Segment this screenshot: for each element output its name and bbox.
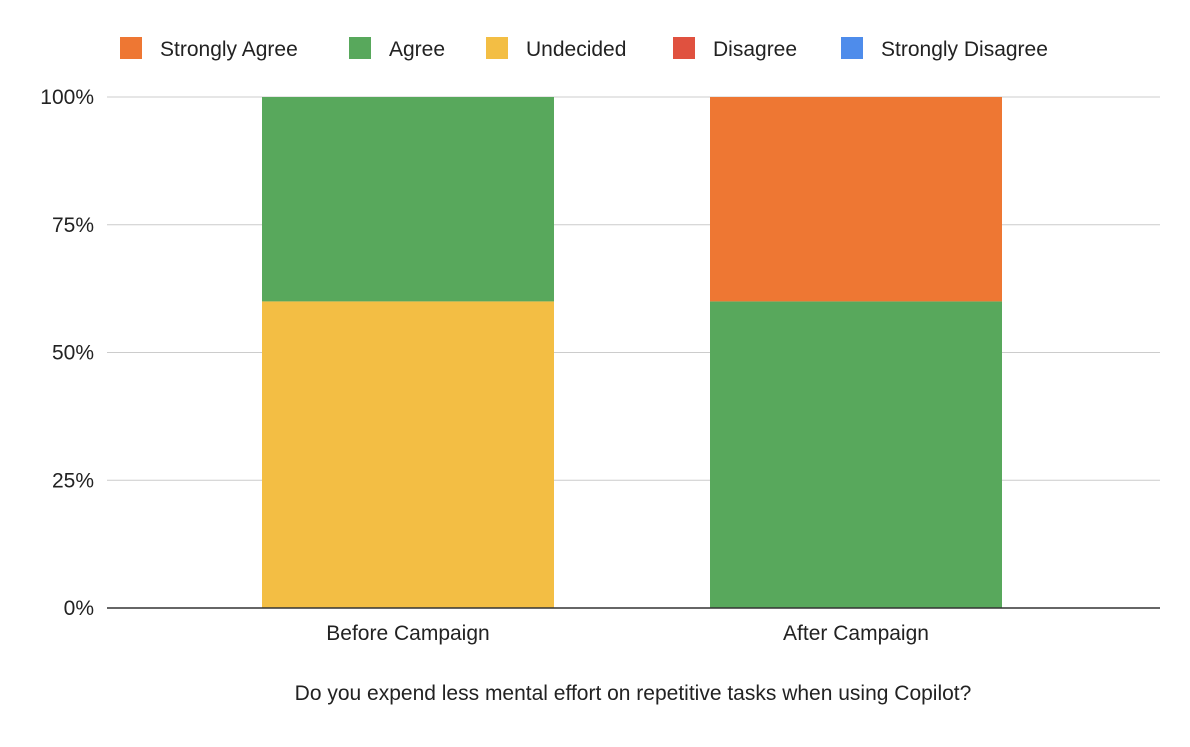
bar-segment-after-campaign-strongly-agree[interactable] bbox=[710, 97, 1002, 302]
legend-item-strongly-disagree[interactable]: Strongly Disagree bbox=[841, 37, 1048, 61]
y-tick-label: 0% bbox=[64, 597, 94, 620]
bars bbox=[262, 97, 1002, 608]
legend-item-disagree[interactable]: Disagree bbox=[673, 37, 797, 61]
y-axis-ticks: 0% 25% 50% 75% 100% bbox=[40, 86, 94, 620]
legend-swatch bbox=[673, 37, 695, 59]
legend: Strongly Agree Agree Undecided Disagree Stro… bbox=[120, 37, 1048, 61]
y-tick-label: 25% bbox=[52, 469, 94, 492]
legend-swatch bbox=[486, 37, 508, 59]
x-tick-label-after-campaign: After Campaign bbox=[783, 622, 929, 645]
legend-item-strongly-agree[interactable]: Strongly Agree bbox=[120, 37, 298, 61]
legend-item-agree[interactable]: Agree bbox=[349, 37, 445, 61]
legend-swatch bbox=[120, 37, 142, 59]
legend-label: Strongly Agree bbox=[160, 38, 298, 61]
legend-swatch bbox=[841, 37, 863, 59]
legend-label: Strongly Disagree bbox=[881, 38, 1048, 61]
y-tick-label: 50% bbox=[52, 342, 94, 365]
y-tick-label: 100% bbox=[40, 86, 94, 109]
legend-label: Undecided bbox=[526, 38, 626, 61]
legend-swatch bbox=[349, 37, 371, 59]
legend-label: Disagree bbox=[713, 38, 797, 61]
x-axis-title: Do you expend less mental effort on repe… bbox=[295, 682, 972, 705]
bar-segment-before-campaign-undecided[interactable] bbox=[262, 301, 554, 608]
legend-label: Agree bbox=[389, 38, 445, 61]
x-tick-label-before-campaign: Before Campaign bbox=[326, 622, 489, 645]
bar-segment-before-campaign-agree[interactable] bbox=[262, 97, 554, 302]
legend-item-undecided[interactable]: Undecided bbox=[486, 37, 626, 61]
y-tick-label: 75% bbox=[52, 214, 94, 237]
x-axis-ticks: Before Campaign After Campaign bbox=[326, 622, 929, 645]
bar-segment-after-campaign-agree[interactable] bbox=[710, 301, 1002, 608]
